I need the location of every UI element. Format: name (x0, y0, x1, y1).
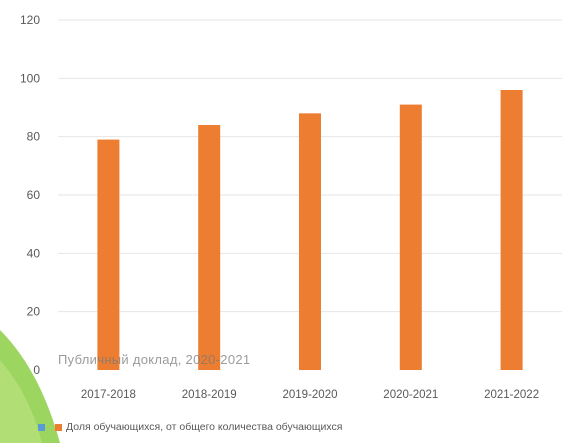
y-tick-label: 100 (20, 71, 40, 85)
legend-label: Доля обучающихся, от общего количества о… (66, 421, 342, 433)
y-tick-label: 120 (20, 13, 40, 27)
y-tick-label: 20 (27, 305, 41, 319)
chart-legend: Доля обучающихся, от общего количества о… (38, 421, 342, 433)
x-tick-label: 2021-2022 (484, 389, 539, 401)
bar-2020-2021 (400, 105, 422, 370)
bar-2021-2022 (501, 90, 523, 370)
x-tick-label: 2019-2020 (283, 389, 338, 401)
x-tick-label: 2017-2018 (81, 389, 136, 401)
bar-2018-2019 (198, 125, 220, 370)
legend-marker-series (55, 424, 62, 431)
bar-2017-2018 (97, 140, 119, 370)
y-tick-label: 80 (27, 130, 41, 144)
legend-marker-blue (38, 424, 45, 431)
x-tick-label: 2018-2019 (182, 389, 237, 401)
y-tick-label: 60 (27, 188, 41, 202)
x-tick-label: 2020-2021 (383, 389, 438, 401)
y-tick-label: 0 (33, 363, 40, 377)
overlay-watermark-text: Публичный доклад, 2020-2021 (58, 352, 250, 367)
bar-2019-2020 (299, 113, 321, 370)
y-tick-label: 40 (27, 246, 41, 260)
